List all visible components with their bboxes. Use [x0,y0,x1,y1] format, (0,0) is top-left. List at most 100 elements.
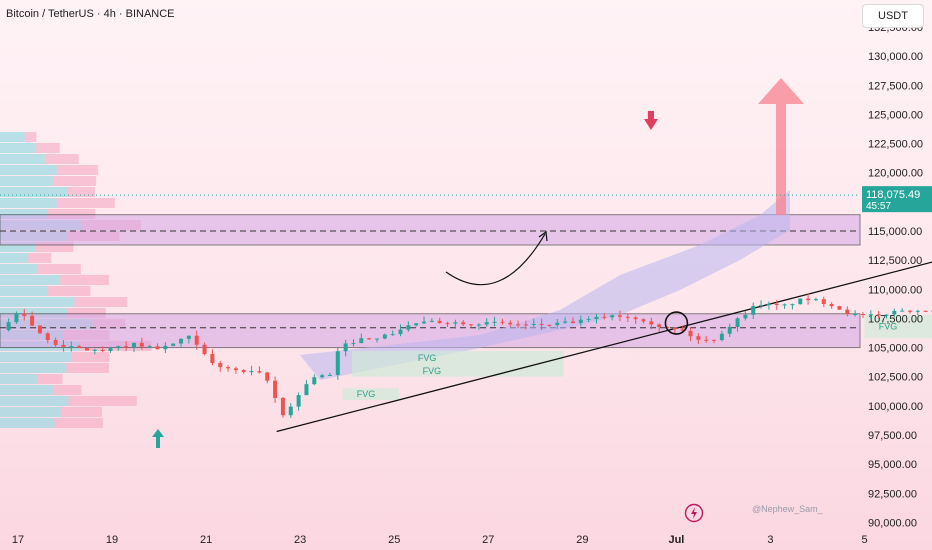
candle [437,320,442,324]
candle [868,314,873,316]
volume-profile-bar-up [0,275,60,285]
candle [233,368,238,371]
volume-profile-bar-up [0,198,57,208]
candle [390,334,395,336]
candle [774,303,779,306]
volume-profile-bar-up [0,176,54,186]
volume-profile-bar-down [72,352,110,362]
candle [751,305,756,315]
candle [61,344,66,347]
candle [116,346,121,349]
candle [610,315,615,318]
volume-profile-bar-down [68,187,96,197]
candle [163,345,168,350]
volume-profile-bar-up [0,418,55,428]
volume-profile-bar-up [0,352,73,362]
y-tick-label: 102,500.00 [868,372,923,384]
candle [312,377,317,385]
candle [280,397,285,416]
candle [766,303,771,306]
candle [837,306,842,310]
candle [186,335,191,339]
candle [398,329,403,335]
y-tick-label: 107,500.00 [868,313,923,325]
candle [194,335,199,345]
candle [782,304,787,306]
candle [351,343,356,345]
candle [821,299,826,304]
candle [53,339,58,345]
candle [743,314,748,319]
candle [335,351,340,375]
volume-profile-bar-down [28,253,52,263]
y-tick-label: 105,000.00 [868,343,923,355]
volume-profile-bar-down [59,275,109,285]
candle [539,323,544,325]
candle [45,333,50,340]
candle [915,310,920,312]
currency-button[interactable]: USDT [862,4,924,28]
volume-profile-bar-up [0,154,45,164]
candle [790,304,795,306]
y-tick-label: 130,000.00 [868,51,923,63]
candle [555,322,560,326]
candle [602,316,607,318]
volume-profile-bar-down [46,209,96,219]
candle [179,338,184,344]
candle [876,314,881,316]
y-tick-label: 95,000.00 [868,459,917,471]
candle [139,342,144,347]
candle [429,320,434,322]
candle [500,321,505,323]
candle [155,346,160,350]
candle [508,322,513,325]
volume-profile-bar-up [0,297,75,307]
candle [759,305,764,307]
y-tick-label: 120,000.00 [868,168,923,180]
volume-profile-bar-down [60,407,102,417]
author-watermark: @Nephew_Sam_ [752,504,823,514]
candle [414,323,419,326]
candle [257,371,262,373]
y-tick-label: 115,000.00 [868,226,922,238]
volume-profile-bar-up [0,242,36,252]
candle [476,324,481,326]
candle [680,329,685,331]
volume-profile-bar-up [0,374,38,384]
candle [712,339,717,341]
x-tick-label: 25 [388,534,400,546]
volume-profile-bar-up [0,385,54,395]
trendline [276,261,932,433]
candle [445,323,450,325]
candle [649,321,654,325]
candle [406,325,411,330]
volume-profile-bar-down [53,176,97,186]
candle [727,326,732,334]
ichimoku-cloud [300,190,790,380]
candle [226,367,231,369]
x-tick-label: 23 [294,534,306,546]
candle [22,313,27,316]
chart-title: Bitcoin / TetherUS · 4h · BINANCE [6,8,175,20]
volume-profile-bar-up [0,286,49,296]
candle [422,321,427,324]
breakout-circle [664,311,689,335]
candle [374,338,379,340]
countdown-label: 45:57 [866,201,891,212]
candle [359,338,364,344]
fvg-zone [342,388,399,401]
candle [523,324,528,326]
candle [14,313,19,323]
candle [570,321,575,324]
volume-profile-bar-down [44,154,79,164]
y-tick-label: 100,000.00 [868,401,923,413]
curve-arrow-head [538,230,548,242]
volume-profile-bar-up [0,253,29,263]
candle [382,334,387,339]
fvg-label: FVG [357,389,376,399]
y-tick-label: 125,000.00 [868,109,923,121]
volume-profile-bar-up [0,308,68,318]
candle [688,330,693,337]
